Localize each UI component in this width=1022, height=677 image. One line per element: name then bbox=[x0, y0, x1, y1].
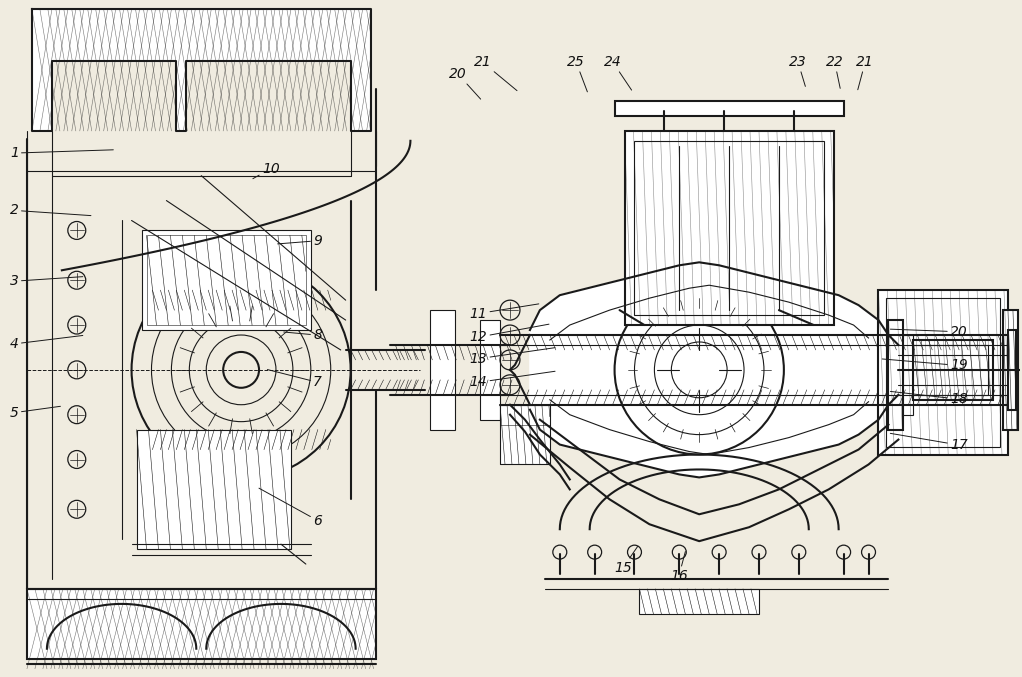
Bar bbox=[27, 589, 375, 659]
Text: 19: 19 bbox=[882, 358, 968, 372]
Text: 8: 8 bbox=[284, 328, 322, 342]
Bar bbox=[624, 131, 834, 325]
Text: 4: 4 bbox=[10, 336, 83, 351]
Polygon shape bbox=[32, 9, 371, 131]
Text: 1: 1 bbox=[10, 146, 113, 160]
Text: 12: 12 bbox=[469, 324, 549, 344]
Bar bbox=[879, 290, 1008, 454]
Bar bbox=[500, 405, 550, 464]
Text: 11: 11 bbox=[469, 304, 539, 320]
Text: 6: 6 bbox=[259, 488, 322, 527]
Text: 18: 18 bbox=[890, 391, 968, 406]
Bar bbox=[146, 236, 306, 325]
Text: 17: 17 bbox=[890, 433, 968, 452]
Bar bbox=[430, 310, 455, 430]
Bar bbox=[914, 345, 988, 395]
Bar bbox=[137, 430, 291, 549]
Polygon shape bbox=[206, 604, 356, 649]
Bar bbox=[635, 141, 824, 315]
Bar bbox=[888, 320, 903, 430]
Text: 24: 24 bbox=[604, 55, 632, 90]
Bar bbox=[480, 320, 500, 420]
Text: 10: 10 bbox=[252, 162, 280, 179]
Text: 15: 15 bbox=[614, 546, 638, 575]
Text: 23: 23 bbox=[789, 55, 807, 87]
Bar bbox=[500, 424, 550, 464]
Text: 2: 2 bbox=[10, 203, 91, 217]
Text: 13: 13 bbox=[469, 348, 555, 366]
Bar bbox=[886, 298, 1000, 447]
Bar bbox=[640, 589, 759, 614]
Text: 9: 9 bbox=[278, 234, 322, 248]
Polygon shape bbox=[530, 262, 898, 477]
Bar bbox=[614, 101, 843, 116]
Bar bbox=[1008, 330, 1016, 410]
Bar bbox=[903, 335, 914, 415]
Text: 20: 20 bbox=[890, 325, 968, 338]
Bar bbox=[914, 340, 993, 399]
Bar bbox=[1003, 310, 1018, 430]
Polygon shape bbox=[47, 604, 196, 649]
Text: 7: 7 bbox=[268, 370, 322, 389]
Bar bbox=[141, 230, 311, 330]
Text: 22: 22 bbox=[826, 55, 843, 88]
Text: 21: 21 bbox=[473, 55, 517, 91]
Text: 14: 14 bbox=[469, 371, 555, 389]
Text: 25: 25 bbox=[567, 55, 588, 92]
Text: 16: 16 bbox=[670, 552, 688, 583]
Text: 3: 3 bbox=[10, 274, 83, 288]
Text: 5: 5 bbox=[10, 406, 60, 420]
Text: 21: 21 bbox=[856, 55, 874, 90]
Text: 20: 20 bbox=[450, 67, 480, 99]
